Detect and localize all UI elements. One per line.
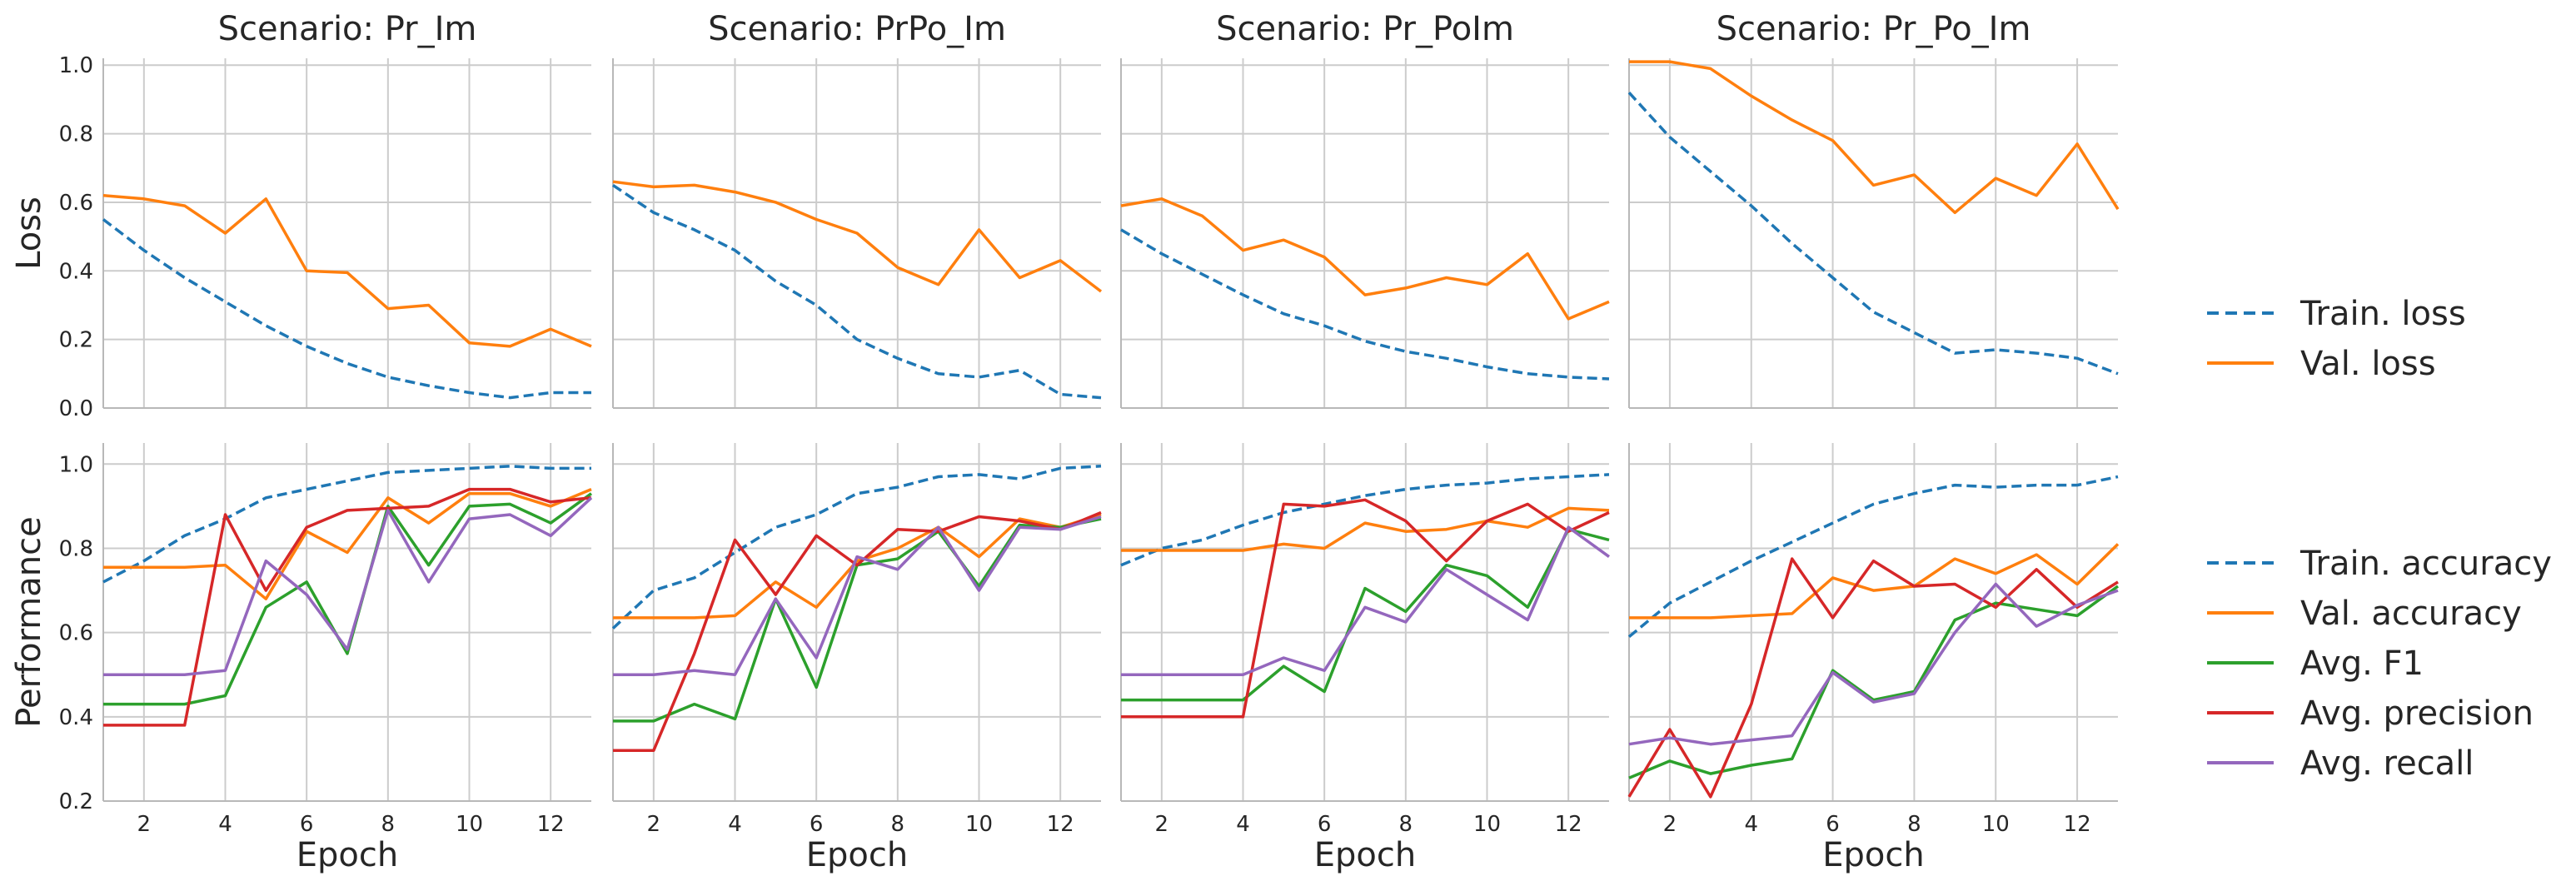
series-line-avg-f1 xyxy=(1121,527,1610,702)
y-tick-label: 0.0 xyxy=(59,396,93,421)
x-tick-label: 12 xyxy=(1047,812,1074,837)
series-line-avg-recall xyxy=(1121,525,1611,676)
series-line-train-accuracy xyxy=(1627,475,2119,639)
x-tick-label: 8 xyxy=(381,812,396,837)
legend-label-avg-f1: Avg. F1 xyxy=(2300,645,2424,683)
series-line-avg-precision xyxy=(613,510,1102,753)
series-line-train-accuracy xyxy=(611,465,1102,630)
x-tick-label: 6 xyxy=(1318,812,1332,837)
series-line-val-accuracy xyxy=(1121,506,1610,552)
axes-performance: 2 4 6 8 10 12 xyxy=(611,443,1102,837)
x-tick-label: 10 xyxy=(456,812,483,837)
x-tick-label: 6 xyxy=(810,812,824,837)
y-tick-label: 0.4 xyxy=(59,705,93,730)
x-tick-label: 12 xyxy=(1555,812,1582,837)
series-line-val-accuracy xyxy=(103,487,592,600)
x-axis-label: Epoch xyxy=(1822,836,1924,874)
axes-performance: 0.2 0.4 0.6 0.8 1.0 2 4 6 8 10 12 Performance xyxy=(10,443,593,837)
x-tick-label: 12 xyxy=(537,812,565,837)
x-tick-label: 12 xyxy=(2064,812,2091,837)
panels: Scenario: Pr_Im 0.0 0.2 0.4 0.6 0.8 1.0 Loss 0.2… xyxy=(10,10,2120,874)
series-line-train-accuracy xyxy=(102,465,591,584)
axes-loss xyxy=(1120,58,1610,409)
x-tick-label: 8 xyxy=(1399,812,1413,837)
x-tick-label: 4 xyxy=(1236,812,1250,837)
axes-loss xyxy=(1627,58,2120,409)
series-line-avg-f1 xyxy=(613,517,1102,723)
series-line-train-loss xyxy=(1627,92,2119,376)
series-line-avg-recall xyxy=(103,496,593,676)
legends: Train. loss Val. loss Train. accuracy Val. … xyxy=(2207,295,2552,783)
x-tick-label: 10 xyxy=(1982,812,2010,837)
series-line-avg-precision xyxy=(1121,498,1610,719)
y-tick-label: 0.6 xyxy=(59,191,93,216)
panel-title: Scenario: Pr_PoIm xyxy=(1216,10,1514,48)
axes-performance: 2 4 6 8 10 12 xyxy=(1627,443,2120,837)
y-tick-label: 1.0 xyxy=(59,452,93,477)
y-tick-label: 0.6 xyxy=(59,621,93,646)
x-tick-label: 6 xyxy=(300,812,314,837)
series-line-val-accuracy xyxy=(613,513,1102,620)
series-line-avg-f1 xyxy=(103,492,593,706)
series-line-val-loss xyxy=(612,180,1103,293)
axes-loss: 0.0 0.2 0.4 0.6 0.8 1.0 Loss xyxy=(10,53,592,421)
y-axis-label: Loss xyxy=(10,197,48,270)
x-tick-label: 10 xyxy=(1473,812,1501,837)
x-tick-label: 2 xyxy=(137,812,152,837)
series-line-val-loss xyxy=(102,193,592,348)
x-tick-label: 2 xyxy=(1155,812,1169,837)
panel-scenario-prpo-im: Scenario: PrPo_Im 2 4 6 8 10 12 Epoch xyxy=(611,10,1103,874)
series-line-avg-recall xyxy=(613,515,1102,676)
y-tick-label: 1.0 xyxy=(59,53,93,78)
series-line-train-loss xyxy=(102,218,591,400)
y-tick-label: 0.4 xyxy=(59,259,93,284)
x-tick-label: 4 xyxy=(218,812,232,837)
series-line-val-accuracy xyxy=(1629,543,2120,620)
series-line-train-loss xyxy=(612,183,1102,400)
axes-performance: 2 4 6 8 10 12 xyxy=(1120,443,1611,837)
x-tick-label: 2 xyxy=(647,812,661,837)
legend-label-train-loss: Train. loss xyxy=(2299,295,2466,333)
legend-label-avg-precision: Avg. precision xyxy=(2300,694,2534,733)
x-tick-label: 6 xyxy=(1826,812,1840,837)
axes-loss xyxy=(612,58,1103,409)
series-line-avg-f1 xyxy=(1628,585,2120,779)
series-line-train-loss xyxy=(1120,228,1610,381)
series-line-avg-precision xyxy=(103,487,592,727)
y-tick-label: 0.2 xyxy=(59,789,93,814)
legend-loss: Train. loss Val. loss xyxy=(2207,295,2466,383)
legend-performance: Train. accuracy Val. accuracy Avg. F1 Avg. … xyxy=(2207,545,2552,783)
legend-label-train-accuracy: Train. accuracy xyxy=(2299,545,2552,583)
series-line-avg-recall xyxy=(1628,582,2119,746)
y-axis-label: Performance xyxy=(10,516,48,727)
panel-scenario-pr-im: Scenario: Pr_Im 0.0 0.2 0.4 0.6 0.8 1.0 Loss 0.2… xyxy=(10,10,593,874)
panel-title: Scenario: Pr_Im xyxy=(218,10,477,48)
series-line-val-loss xyxy=(1120,197,1610,321)
series-line-val-loss xyxy=(1629,60,2120,215)
x-tick-label: 10 xyxy=(965,812,993,837)
x-axis-label: Epoch xyxy=(296,836,398,874)
x-tick-label: 8 xyxy=(1907,812,1921,837)
x-tick-label: 8 xyxy=(891,812,905,837)
x-axis-label: Epoch xyxy=(806,836,908,874)
panel-scenario-pr-po-im: Scenario: Pr_Po_Im 2 4 6 8 10 12 Epoch xyxy=(1627,10,2120,874)
legend-label-val-accuracy: Val. accuracy xyxy=(2300,595,2522,633)
x-axis-label: Epoch xyxy=(1314,836,1416,874)
x-tick-label: 4 xyxy=(728,812,742,837)
panel-title: Scenario: PrPo_Im xyxy=(708,10,1006,48)
legend-label-val-loss: Val. loss xyxy=(2300,345,2436,383)
y-tick-label: 0.2 xyxy=(59,328,93,353)
panel-scenario-pr-poim: Scenario: Pr_PoIm 2 4 6 8 10 12 Epoch xyxy=(1120,10,1611,874)
series-line-avg-precision xyxy=(1627,557,2119,799)
y-tick-label: 0.8 xyxy=(59,536,93,561)
x-tick-label: 2 xyxy=(1663,812,1677,837)
x-tick-label: 4 xyxy=(1744,812,1758,837)
panel-title: Scenario: Pr_Po_Im xyxy=(1717,10,2031,48)
y-tick-label: 0.8 xyxy=(59,122,93,147)
legend-label-avg-recall: Avg. recall xyxy=(2300,744,2474,783)
